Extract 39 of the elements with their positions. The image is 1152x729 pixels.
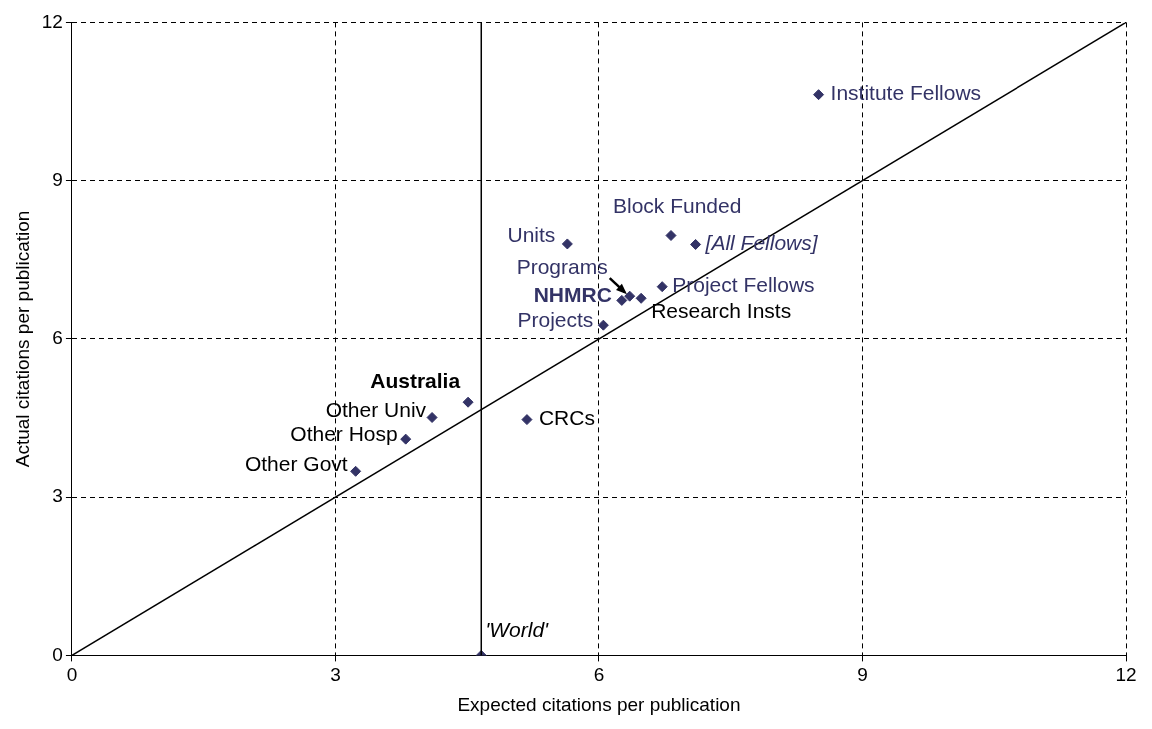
point: [400, 433, 412, 445]
point: [656, 281, 668, 293]
y-tick-label: 6: [52, 327, 63, 349]
y-tick-label: 0: [52, 643, 63, 665]
annotation: NHMRC: [533, 283, 612, 307]
annotation: Other Hosp: [290, 421, 398, 445]
x-tick-label: 3: [330, 664, 341, 686]
point: [350, 465, 362, 477]
annotation: Institute Fellows: [830, 81, 982, 105]
y-tick-label: 12: [41, 10, 63, 32]
point: [813, 89, 825, 101]
y-tick-label: 9: [52, 168, 63, 190]
point: [690, 238, 702, 250]
point: [426, 412, 438, 423]
annotation: Block Funded: [612, 194, 742, 218]
x-tick-label: 12: [1115, 664, 1137, 686]
x-tick-label: 9: [857, 664, 868, 686]
y-axis-title: Actual citations per publication: [11, 210, 33, 468]
point: [635, 292, 647, 304]
x-axis-title: Expected citations per publication: [457, 693, 741, 715]
y-tick-label: 3: [52, 485, 63, 507]
point: [616, 294, 628, 306]
annotation: Other Govt: [244, 452, 348, 476]
annotation: Research Insts: [651, 299, 792, 323]
annotation: Other Univ: [325, 398, 427, 422]
point: [624, 290, 636, 302]
point: [521, 414, 533, 426]
annotation: Australia: [370, 369, 461, 392]
x-tick-label: 6: [593, 664, 605, 686]
annotation: Projects: [517, 307, 594, 331]
x-tick-label: 0: [66, 664, 78, 686]
point: [665, 230, 677, 242]
point: [462, 396, 474, 408]
annotation: Programs: [516, 254, 608, 278]
annotation: Units: [507, 222, 556, 246]
annotation: CRCs: [538, 406, 595, 430]
annotation: 'World': [485, 618, 550, 642]
point: [597, 319, 609, 331]
point: [561, 238, 573, 250]
